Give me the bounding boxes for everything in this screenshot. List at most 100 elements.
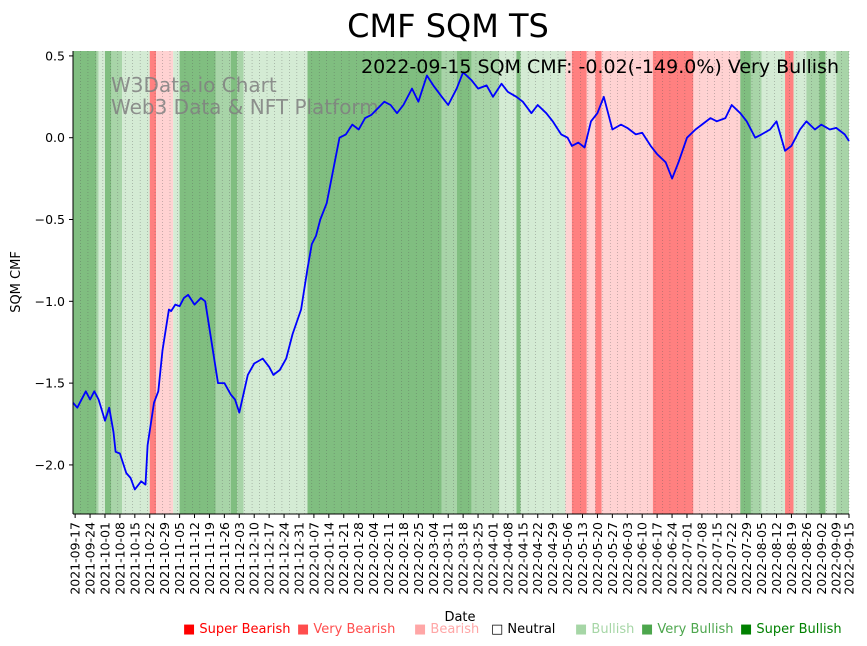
series-line-sqm-cmf: [72, 71, 850, 491]
regime-band-green: [237, 51, 244, 514]
x-tick-label: 2022-09-15: [842, 522, 857, 595]
plot-area: W3Data.io Chart Web3 Data & NFT Platform…: [72, 51, 850, 514]
legend-item-super-bullish: ■ Super Bullish: [740, 622, 842, 637]
regime-band-bullish: [761, 51, 786, 514]
x-tick-label: 2022-04-01: [485, 522, 500, 595]
x-tick-label: 2022-05-20: [590, 522, 605, 595]
x-tick-label: 2022-08-19: [784, 522, 799, 595]
y-tick-label: 0.5: [45, 48, 65, 63]
x-tick-label: 2022-04-15: [515, 522, 530, 595]
legend-item-very-bearish: ■ Very Bearish: [297, 622, 395, 637]
x-tick-label: 2022-05-13: [575, 522, 590, 595]
vertical-gridlines: [72, 51, 850, 514]
regime-band-green: [471, 51, 500, 514]
regime-band-bearish: [156, 51, 174, 514]
regime-band-bearish: [586, 51, 596, 514]
regime-band-green: [750, 51, 762, 514]
x-tick-label: 2022-07-15: [709, 522, 724, 595]
x-tick-label: 2021-11-05: [172, 522, 187, 595]
x-tick-label: 2021-11-26: [217, 522, 232, 595]
watermark-line-1: W3Data.io Chart: [111, 73, 277, 97]
axes: 0.5 0.0 −0.5 −1.0 −1.5 −2.0 2021-09-17 2021-09…: [9, 48, 857, 625]
regime-band-very-bullish: [307, 51, 442, 514]
x-ticks: 2021-09-17 2021-09-24 2021-10-01 2021-10-08…: [68, 514, 857, 595]
regime-band-green: [111, 51, 123, 514]
x-tick-label: 2021-12-03: [232, 522, 247, 595]
regime-band-very-bullish: [819, 51, 826, 514]
x-tick-label: 2022-07-29: [739, 522, 754, 595]
x-tick-label: 2021-12-31: [291, 522, 306, 595]
x-tick-label: 2021-10-29: [157, 522, 172, 595]
x-tick-label: 2022-01-07: [306, 522, 321, 595]
regime-band-bullish: [243, 51, 308, 514]
y-tick-label: 0.0: [45, 130, 65, 145]
x-tick-label: 2022-03-18: [456, 522, 471, 595]
x-tick-label: 2022-08-05: [754, 522, 769, 595]
x-tick-label: 2021-09-17: [68, 522, 83, 595]
x-tick-label: 2021-10-01: [97, 522, 112, 595]
x-tick-label: 2022-06-10: [635, 522, 650, 595]
regime-band-green: [441, 51, 457, 514]
x-tick-label: 2022-05-06: [560, 522, 575, 595]
regime-band-bullish: [122, 51, 150, 514]
legend-item-neutral: □ Neutral: [491, 622, 555, 637]
x-tick-label: 2021-10-08: [112, 522, 127, 595]
x-tick-label: 2021-12-17: [262, 522, 277, 595]
x-tick-label: 2022-02-18: [396, 522, 411, 595]
x-tick-label: 2022-05-27: [605, 522, 620, 595]
x-tick-label: 2022-04-22: [530, 522, 545, 595]
regime-band-green: [836, 51, 849, 514]
y-tick-label: −1.5: [35, 376, 65, 391]
regime-band-very-bearish: [571, 51, 587, 514]
regime-band-very-bullish: [73, 51, 97, 514]
y-axis-label: SQM CMF: [9, 251, 24, 313]
regime-band-very-bullish: [516, 51, 521, 514]
x-tick-label: 2021-12-10: [247, 522, 262, 595]
x-tick-label: 2022-01-14: [321, 522, 336, 595]
x-tick-label: 2022-07-01: [679, 522, 694, 595]
regime-band-very-bearish: [595, 51, 602, 514]
regime-band-bullish: [499, 51, 517, 514]
regime-band-very-bullish: [179, 51, 216, 514]
x-tick-label: 2021-10-22: [142, 522, 157, 595]
regime-band-green: [215, 51, 231, 514]
x-tick-label: 2022-09-09: [829, 522, 844, 595]
x-tick-label: 2022-06-24: [665, 522, 680, 595]
regime-band-very-bearish: [652, 51, 694, 514]
x-tick-label: 2022-02-25: [411, 522, 426, 595]
legend-item-bullish: ■ Bullish: [575, 622, 634, 637]
watermark-line-2: Web3 Data & NFT Platform: [111, 95, 379, 119]
x-tick-label: 2022-03-25: [471, 522, 486, 595]
regime-band-very-bullish: [230, 51, 238, 514]
regime-band-very-bearish: [149, 51, 157, 514]
y-ticks: 0.5 0.0 −0.5 −1.0 −1.5 −2.0: [35, 48, 73, 472]
x-tick-label: 2022-06-17: [650, 522, 665, 595]
regime-band-bullish: [825, 51, 837, 514]
y-tick-label: −2.0: [35, 457, 65, 472]
regime-band-green: [96, 51, 99, 514]
regime-band-bullish: [793, 51, 807, 514]
regime-band-bearish: [565, 51, 572, 514]
regime-band-bullish: [98, 51, 105, 514]
x-tick-label: 2022-04-08: [500, 522, 515, 595]
x-tick-label: 2022-08-26: [799, 522, 814, 595]
x-tick-label: 2022-07-08: [694, 522, 709, 595]
x-axis-label: Date: [444, 610, 475, 625]
x-tick-label: 2022-04-29: [545, 522, 560, 595]
legend-item-bearish: ■ Bearish: [414, 622, 479, 637]
x-tick-label: 2022-09-02: [814, 522, 829, 595]
legend-item-very-bullish: ■ Very Bullish: [641, 622, 733, 637]
regime-band-green: [806, 51, 820, 514]
watermark: W3Data.io Chart Web3 Data & NFT Platform: [111, 73, 379, 119]
x-tick-label: 2022-02-04: [366, 522, 381, 595]
chart-title: CMF SQM TS: [347, 7, 549, 45]
latest-value-annotation: 2022-09-15 SQM CMF: -0.02(-149.0%) Very …: [361, 56, 839, 78]
x-tick-label: 2022-02-11: [381, 522, 396, 595]
x-tick-label: 2022-06-03: [620, 522, 635, 595]
x-tick-label: 2022-01-28: [351, 522, 366, 595]
legend: ■ Super Bearish ■ Very Bearish ■ Bearish □ …: [183, 622, 842, 637]
x-tick-label: 2021-12-24: [277, 522, 292, 595]
regime-band-very-bullish: [456, 51, 472, 514]
regime-band-bullish: [173, 51, 180, 514]
x-tick-label: 2022-07-22: [724, 522, 739, 595]
